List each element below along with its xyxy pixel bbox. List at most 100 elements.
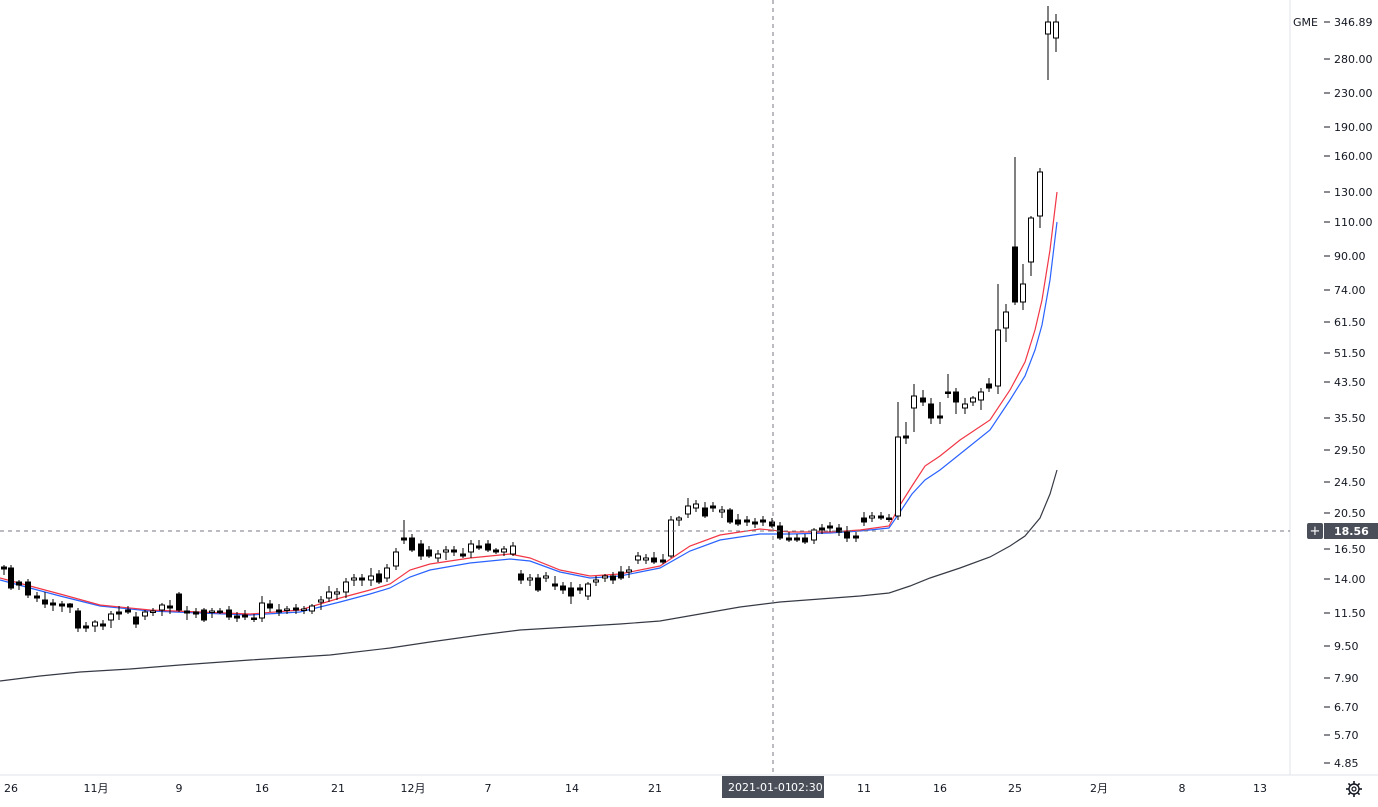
price-tick-label: 190.00: [1334, 121, 1373, 134]
time-tick-label: 16: [255, 782, 269, 795]
candle-up: [602, 575, 608, 579]
candle-down: [752, 521, 758, 525]
candle-up: [142, 611, 148, 617]
candle-down: [83, 625, 89, 629]
time-tick-label: 9: [176, 782, 183, 795]
candle-up: [543, 575, 549, 579]
candle-down: [560, 585, 566, 591]
candle-down: [42, 599, 48, 605]
price-tick-label: 11.50: [1334, 607, 1366, 620]
crosshair-price-label: 18.56: [1334, 525, 1369, 538]
candle-down: [760, 519, 766, 523]
crosshair-clock-label: 02:30: [791, 781, 823, 794]
candle-down: [8, 567, 14, 589]
price-tick-label: 14.00: [1334, 573, 1366, 586]
candle-up: [626, 569, 632, 573]
candle-down: [293, 607, 299, 611]
candle-up: [259, 602, 265, 619]
candle-down: [418, 543, 424, 557]
candle-up: [643, 557, 649, 561]
time-tick-label: 11: [857, 782, 871, 795]
price-axis[interactable]: 280.00 230.00 190.00 160.00 130.00 110.00 90.0…: [1324, 53, 1373, 770]
candle-down: [476, 545, 482, 549]
price-tick-label: 5.70: [1334, 729, 1359, 742]
candle-up: [676, 517, 682, 521]
candle-down: [376, 573, 382, 583]
last-price-label: 346.89: [1334, 16, 1373, 29]
candle-down: [710, 505, 716, 509]
gear-icon[interactable]: [1346, 781, 1362, 797]
ma-long-line: [0, 469, 1058, 682]
candle-up: [995, 329, 1001, 387]
candle-up: [435, 553, 441, 559]
candle-up: [970, 397, 976, 403]
price-tick-label: 130.00: [1334, 186, 1373, 199]
candle-down: [267, 603, 273, 609]
candle-down: [986, 383, 992, 389]
price-tick-label: 61.50: [1334, 316, 1366, 329]
candle-down: [861, 517, 867, 523]
crosshair-price-bg: [1324, 523, 1378, 539]
candle-up: [301, 608, 307, 611]
candle-down: [125, 609, 131, 613]
candle-down: [618, 571, 624, 579]
candle-down: [359, 577, 365, 581]
price-tick-label: 20.50: [1334, 507, 1366, 520]
candle-up: [1053, 21, 1059, 39]
candle-up: [108, 613, 114, 621]
candle-down: [836, 527, 842, 533]
candle-up: [668, 519, 674, 557]
candle-up: [1003, 311, 1009, 329]
candle-down: [552, 583, 558, 587]
candle-up: [318, 599, 324, 603]
price-tick-label: 90.00: [1334, 250, 1366, 263]
time-tick-label: 2月: [1090, 782, 1108, 795]
candle-down: [460, 553, 466, 557]
crosshair-plus-button[interactable]: [1307, 523, 1323, 539]
candle-down: [878, 515, 884, 519]
time-tick-label: 13: [1253, 782, 1267, 795]
candle-up: [443, 549, 449, 553]
price-tick-label: 7.90: [1334, 672, 1359, 685]
price-tick-label: 6.70: [1334, 701, 1359, 714]
candle-down: [819, 527, 825, 531]
candle-down: [786, 537, 792, 541]
price-tick-label: 51.50: [1334, 347, 1366, 360]
candle-up: [326, 591, 332, 599]
time-tick-label: 14: [565, 782, 579, 795]
crosshair-time-bg: [722, 776, 824, 798]
candle-down: [100, 623, 106, 627]
candle-down: [451, 549, 457, 553]
candle-down: [844, 531, 850, 539]
price-tick-label: 9.50: [1334, 640, 1359, 653]
candle-down: [651, 557, 657, 563]
candle-down: [485, 543, 491, 551]
candle-down: [409, 537, 415, 551]
time-tick-label: 21: [331, 782, 345, 795]
candle-down: [67, 603, 73, 608]
candle-up: [468, 543, 474, 553]
candle-down: [744, 519, 750, 523]
time-axis[interactable]: 26 11月 9 16 21 12月 7 14 21 11 16 25 2月 8 13: [4, 782, 1267, 795]
candle-up: [811, 529, 817, 541]
candle-up: [501, 548, 507, 553]
candle-down: [59, 603, 65, 607]
price-tick-label: 16.50: [1334, 543, 1366, 556]
candle-up: [384, 567, 390, 579]
candle-down: [251, 617, 257, 620]
candle-up: [368, 575, 374, 581]
candle-down: [920, 397, 926, 403]
candle-up: [334, 591, 340, 595]
candle-up: [895, 436, 901, 517]
price-tick-label: 160.00: [1334, 150, 1373, 163]
candle-down: [1, 566, 7, 570]
candle-down: [735, 519, 741, 525]
candle-down: [234, 615, 240, 619]
candle-down: [401, 537, 407, 541]
candle-up: [351, 577, 357, 581]
candle-up: [343, 581, 349, 593]
candle-down: [133, 616, 139, 625]
